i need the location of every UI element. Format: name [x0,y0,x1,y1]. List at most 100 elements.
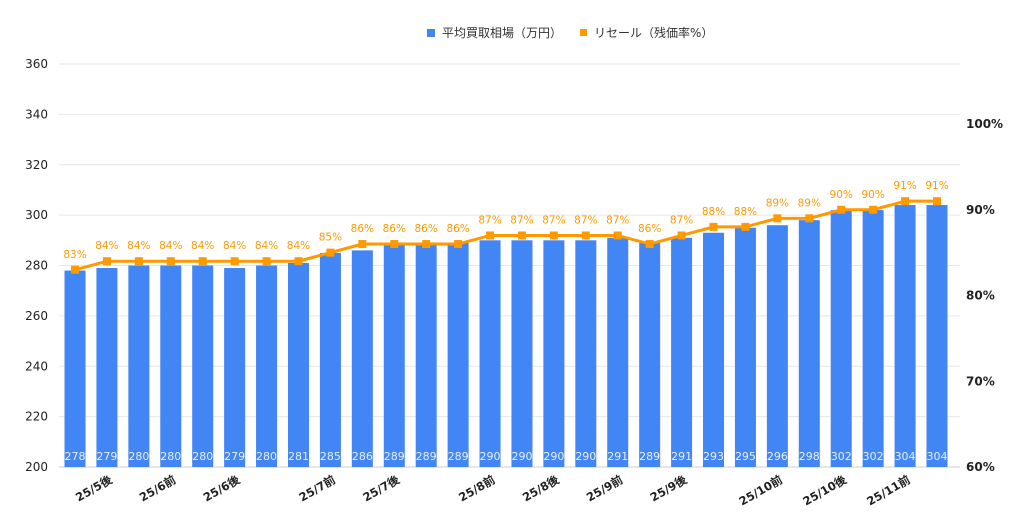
line-point [805,214,814,223]
line-point [677,231,686,240]
x-tick-label: 25/7前 [297,472,339,504]
line-point [422,240,431,249]
y-left-tick: 360 [25,57,48,71]
line-value-label: 84% [159,240,182,252]
y-left-tick: 280 [25,259,48,273]
line-point [517,231,526,240]
line-point [741,222,750,231]
x-tick-label: 25/11前 [864,472,913,508]
line-value-label: 84% [287,240,310,252]
bar [671,237,693,467]
bar [607,237,629,467]
bar [830,210,852,467]
bar-value-label: 290 [575,450,596,463]
line-value-label: 89% [766,197,789,209]
line-point [486,231,495,240]
bar-value-label: 289 [448,450,469,463]
bar-value-label: 290 [480,450,501,463]
bar [703,232,725,467]
line-point [262,257,271,266]
line-point [933,197,941,206]
bar [256,265,278,467]
line-value-label: 87% [478,214,501,226]
y-left-tick: 340 [25,107,48,121]
line-point [773,214,782,223]
bar-value-label: 289 [384,450,405,463]
line-series [74,199,937,272]
line-value-label: 88% [734,206,757,218]
line-value-label: 91% [893,180,916,192]
line-value-label: 86% [351,223,374,235]
line-value-label: 83% [63,249,86,261]
bar [319,252,341,467]
bar-value-label: 285 [320,450,341,463]
bar [575,240,597,467]
line-value-label: 84% [255,240,278,252]
y-left-tick: 240 [25,359,48,373]
line-value-label: 87% [606,214,629,226]
bar [192,265,214,467]
y-right-tick: 90% [966,203,995,217]
bar-value-label: 298 [799,450,820,463]
line-point [581,231,590,240]
line-point [198,257,207,266]
line-value-label: 87% [574,214,597,226]
line-point [901,197,910,206]
line-point [613,231,622,240]
line-value-label: 84% [95,240,118,252]
line-point [326,248,335,257]
line-point [709,222,718,231]
bar [798,220,820,467]
line-value-label: 86% [415,223,438,235]
bar-value-label: 278 [65,450,86,463]
line-value-label: 84% [191,240,214,252]
line-value-label: 84% [127,240,150,252]
bar [447,242,469,467]
line-point [549,231,558,240]
line-point [869,205,878,214]
bar [160,265,182,467]
bar [224,268,246,467]
x-tick-label: 25/8後 [520,472,562,504]
line-point [71,265,79,274]
bar [511,240,533,467]
line-value-label: 86% [638,223,661,235]
bar-value-label: 296 [767,450,788,463]
x-tick-label: 25/7後 [360,472,402,504]
bar-value-label: 280 [192,450,213,463]
x-tick-label: 25/6後 [201,472,243,504]
bar [479,240,501,467]
bar-value-label: 302 [863,450,884,463]
bar [64,270,86,467]
bar-value-label: 290 [543,450,564,463]
y-left-tick: 300 [25,208,48,222]
bar [894,205,916,468]
bar [766,225,788,467]
bar [862,210,884,467]
bar-value-label: 302 [831,450,852,463]
bar [128,265,150,467]
bar-value-label: 289 [416,450,437,463]
y-left-tick: 260 [25,309,48,323]
bar-value-label: 280 [160,450,181,463]
bar-value-label: 286 [352,450,373,463]
bar-value-label: 279 [96,450,117,463]
bar [287,262,309,467]
bar-value-label: 289 [639,450,660,463]
line-point [166,257,175,266]
line-value-label: 90% [830,189,853,201]
y-left-tick: 200 [25,460,48,474]
line-value-label: 91% [925,180,948,192]
bar-value-label: 291 [607,450,628,463]
bar [96,268,118,467]
x-tick-label: 25/6前 [137,472,179,504]
bar-value-label: 295 [735,450,756,463]
bar [415,242,437,467]
bar-value-label: 281 [288,450,309,463]
bar [734,227,756,467]
bar-value-label: 280 [256,450,277,463]
line-point [294,257,303,266]
line-point [454,240,463,249]
line-value-label: 84% [223,240,246,252]
line-value-label: 87% [542,214,565,226]
